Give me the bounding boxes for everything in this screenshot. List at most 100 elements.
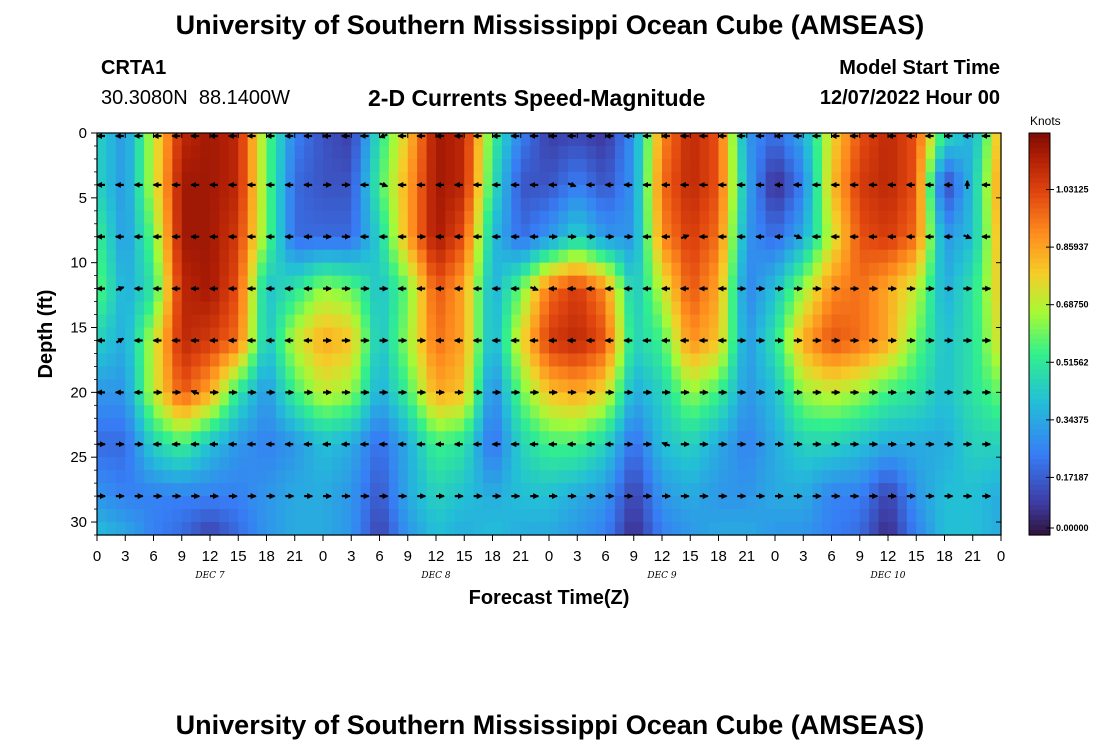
heatmap-cell (878, 431, 889, 445)
heatmap-cell (727, 509, 738, 523)
heatmap-cell (172, 366, 183, 380)
heatmap-cell (916, 288, 927, 303)
heatmap-cell (784, 470, 795, 484)
heatmap-cell (756, 418, 767, 432)
heatmap-cell (803, 366, 814, 380)
heatmap-cell (332, 210, 343, 225)
heatmap-cell (897, 496, 908, 510)
heatmap-cell (859, 288, 870, 303)
heatmap-cell (200, 353, 211, 368)
heatmap-cell (191, 184, 202, 199)
heatmap-cell (859, 496, 870, 510)
heatmap-cell (935, 366, 946, 380)
heatmap-cell (388, 171, 399, 186)
current-vector (115, 337, 125, 344)
heatmap-cell (991, 249, 1002, 264)
heatmap-cell (869, 275, 880, 290)
heatmap-cell (803, 405, 814, 419)
heatmap-cell (351, 301, 362, 316)
heatmap-cell (906, 184, 917, 199)
heatmap-cell (567, 210, 578, 225)
heatmap-cell (360, 314, 371, 329)
heatmap-cell (784, 210, 795, 225)
heatmap-cell (897, 470, 908, 484)
heatmap-cell (172, 340, 183, 355)
heatmap-cell (266, 158, 277, 173)
heatmap-cell (454, 431, 465, 445)
heatmap-cell (624, 405, 635, 419)
heatmap-cell (869, 327, 880, 342)
heatmap-cell (426, 133, 437, 147)
heatmap-cell (200, 171, 211, 186)
colorbar-segment (1029, 419, 1050, 426)
heatmap-cell (605, 275, 616, 290)
heatmap-cell (275, 314, 286, 329)
colorbar-segment (1029, 394, 1050, 400)
heatmap-cell (605, 444, 616, 458)
heatmap-cell (304, 133, 315, 147)
heatmap-cell (652, 145, 663, 160)
heatmap-cell (257, 483, 268, 497)
heatmap-cell (511, 379, 522, 393)
heatmap-cell (125, 470, 136, 484)
heatmap-cell (963, 483, 974, 497)
heatmap-cell (115, 288, 126, 303)
heatmap-cell (784, 158, 795, 173)
heatmap-cell (680, 418, 691, 432)
heatmap-cell (897, 301, 908, 316)
heatmap-cell (426, 249, 437, 264)
heatmap-cell (765, 223, 776, 238)
heatmap-cell (831, 171, 842, 186)
heatmap-cell (953, 133, 964, 147)
heatmap-cell (633, 392, 644, 406)
heatmap-cell (313, 314, 324, 329)
heatmap-cell (172, 379, 183, 393)
heatmap-cell (652, 327, 663, 342)
heatmap-cell (492, 444, 503, 458)
heatmap-cell (219, 249, 230, 264)
heatmap-cell (238, 210, 249, 225)
heatmap-cell (586, 522, 597, 536)
heatmap-cell (935, 509, 946, 523)
x-tick-label: 18 (710, 548, 727, 565)
heatmap-cell (257, 366, 268, 380)
heatmap-cell (483, 444, 494, 458)
heatmap-cell (840, 444, 851, 458)
x-tick-label: 0 (997, 548, 1005, 565)
heatmap-cell (191, 379, 202, 393)
heatmap-cell (916, 405, 927, 419)
heatmap-cell (341, 236, 352, 251)
x-tick-label: 0 (319, 548, 327, 565)
heatmap-cell (436, 444, 447, 458)
heatmap-cell (699, 223, 710, 238)
heatmap-cell (473, 223, 484, 238)
heatmap-cell (313, 457, 324, 471)
heatmap-cell (294, 379, 305, 393)
heatmap-cell (878, 133, 889, 147)
heatmap-cell (793, 158, 804, 173)
heatmap-cell (935, 133, 946, 147)
heatmap-cell (172, 483, 183, 497)
heatmap-cell (445, 314, 456, 329)
heatmap-cell (398, 158, 409, 173)
heatmap-cell (662, 236, 673, 251)
heatmap-cell (181, 327, 192, 342)
heatmap-cell (379, 133, 390, 147)
heatmap-cell (888, 483, 899, 497)
heatmap-cell (115, 392, 126, 406)
heatmap-cell (906, 366, 917, 380)
heatmap-cell (558, 327, 569, 342)
heatmap-cell (775, 379, 786, 393)
heatmap-cell (520, 483, 531, 497)
colorbar-segment (1029, 228, 1050, 235)
heatmap-cell (916, 236, 927, 251)
heatmap-cell (746, 483, 757, 497)
heatmap-cell (888, 522, 899, 536)
heatmap-cell (266, 457, 277, 471)
heatmap-cell (370, 275, 381, 290)
heatmap-cell (370, 496, 381, 510)
heatmap-cell (652, 379, 663, 393)
heatmap-cell (266, 483, 277, 497)
heatmap-cell (210, 288, 221, 303)
heatmap-cell (605, 379, 616, 393)
